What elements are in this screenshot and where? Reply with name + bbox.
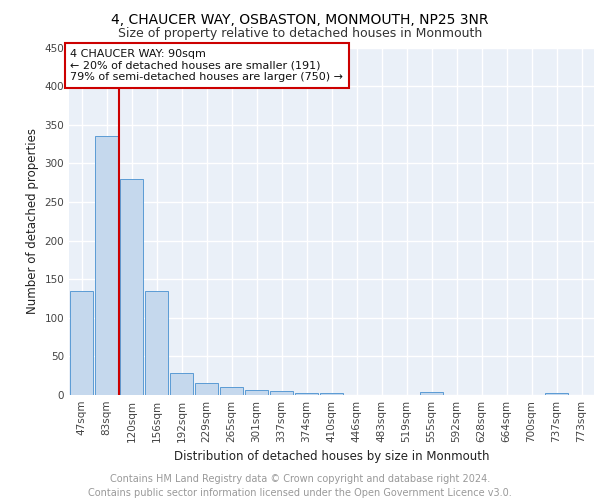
Bar [270,391,293,395]
Bar [170,374,193,395]
Bar [195,382,218,395]
Bar [120,179,143,395]
Bar [245,390,268,395]
Text: Size of property relative to detached houses in Monmouth: Size of property relative to detached ho… [118,28,482,40]
X-axis label: Distribution of detached houses by size in Monmouth: Distribution of detached houses by size … [174,450,489,464]
Bar [545,392,568,395]
Bar [220,386,243,395]
Bar [95,136,118,395]
Text: 4 CHAUCER WAY: 90sqm
← 20% of detached houses are smaller (191)
79% of semi-deta: 4 CHAUCER WAY: 90sqm ← 20% of detached h… [70,49,343,82]
Bar [70,291,93,395]
Bar [145,291,168,395]
Bar [295,392,318,395]
Bar [320,392,343,395]
Text: Contains HM Land Registry data © Crown copyright and database right 2024.
Contai: Contains HM Land Registry data © Crown c… [88,474,512,498]
Y-axis label: Number of detached properties: Number of detached properties [26,128,39,314]
Bar [420,392,443,395]
Text: 4, CHAUCER WAY, OSBASTON, MONMOUTH, NP25 3NR: 4, CHAUCER WAY, OSBASTON, MONMOUTH, NP25… [111,12,489,26]
